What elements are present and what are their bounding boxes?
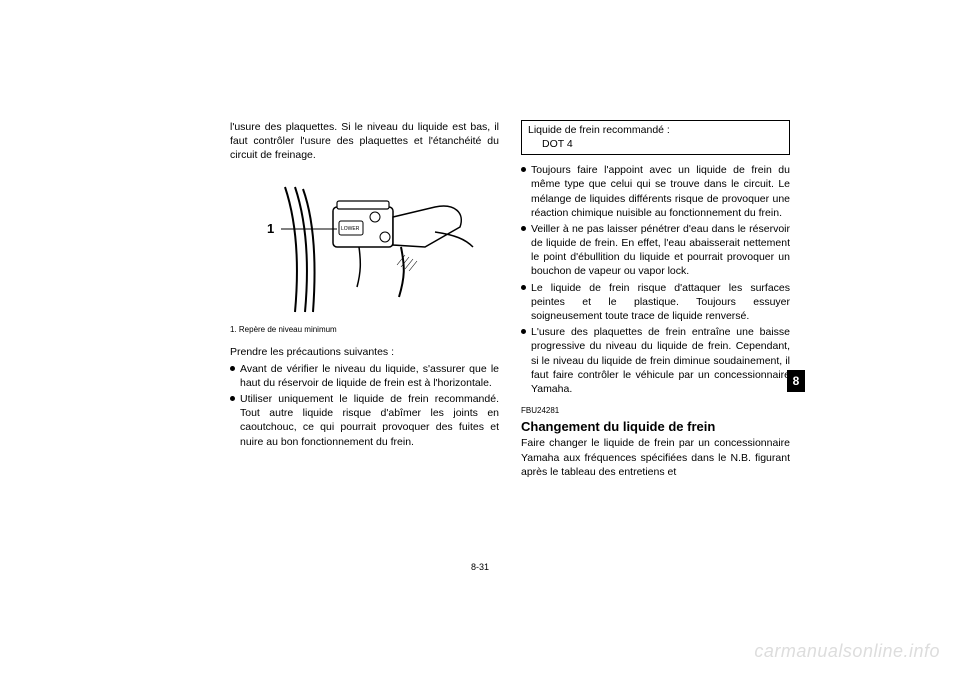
callout-1: 1 bbox=[267, 221, 274, 236]
lower-text: LOWER bbox=[341, 226, 360, 232]
page: l'usure des plaquettes. Si le niveau du … bbox=[0, 0, 960, 678]
figure: LOWER 1 bbox=[230, 177, 499, 321]
box-line2: DOT 4 bbox=[528, 138, 783, 152]
right-bullets: Toujours faire l'appoint avec un liquide… bbox=[521, 163, 790, 396]
section-body: Faire changer le liquide de frein par un… bbox=[521, 436, 790, 479]
brake-reservoir-diagram: LOWER 1 bbox=[255, 177, 475, 317]
list-item: Veiller à ne pas laisser pénétrer d'eau … bbox=[521, 222, 790, 279]
intro-text: l'usure des plaquettes. Si le niveau du … bbox=[230, 120, 499, 163]
list-item: Avant de vérifier le niveau du liquide, … bbox=[230, 362, 499, 390]
precautions-intro: Prendre les précautions suivantes : bbox=[230, 345, 499, 359]
ref-code: FBU24281 bbox=[521, 406, 790, 417]
section-heading: Changement du liquide de frein bbox=[521, 418, 790, 436]
left-column: l'usure des plaquettes. Si le niveau du … bbox=[230, 120, 499, 481]
columns: l'usure des plaquettes. Si le niveau du … bbox=[230, 120, 790, 481]
list-item: Le liquide de frein risque d'attaquer le… bbox=[521, 281, 790, 324]
chapter-tab: 8 bbox=[787, 370, 805, 392]
right-column: Liquide de frein recommandé : DOT 4 Touj… bbox=[521, 120, 790, 481]
watermark: carmanualsonline.info bbox=[754, 639, 940, 663]
list-item: Utiliser uniquement le liquide de frein … bbox=[230, 392, 499, 449]
left-bullets: Avant de vérifier le niveau du liquide, … bbox=[230, 362, 499, 449]
list-item: Toujours faire l'appoint avec un liquide… bbox=[521, 163, 790, 220]
page-number: 8-31 bbox=[471, 561, 489, 573]
box-line1: Liquide de frein recommandé : bbox=[528, 124, 783, 138]
list-item: L'usure des plaquettes de frein entraîne… bbox=[521, 325, 790, 396]
figure-caption: 1. Repère de niveau minimum bbox=[230, 325, 499, 336]
recommended-fluid-box: Liquide de frein recommandé : DOT 4 bbox=[521, 120, 790, 155]
